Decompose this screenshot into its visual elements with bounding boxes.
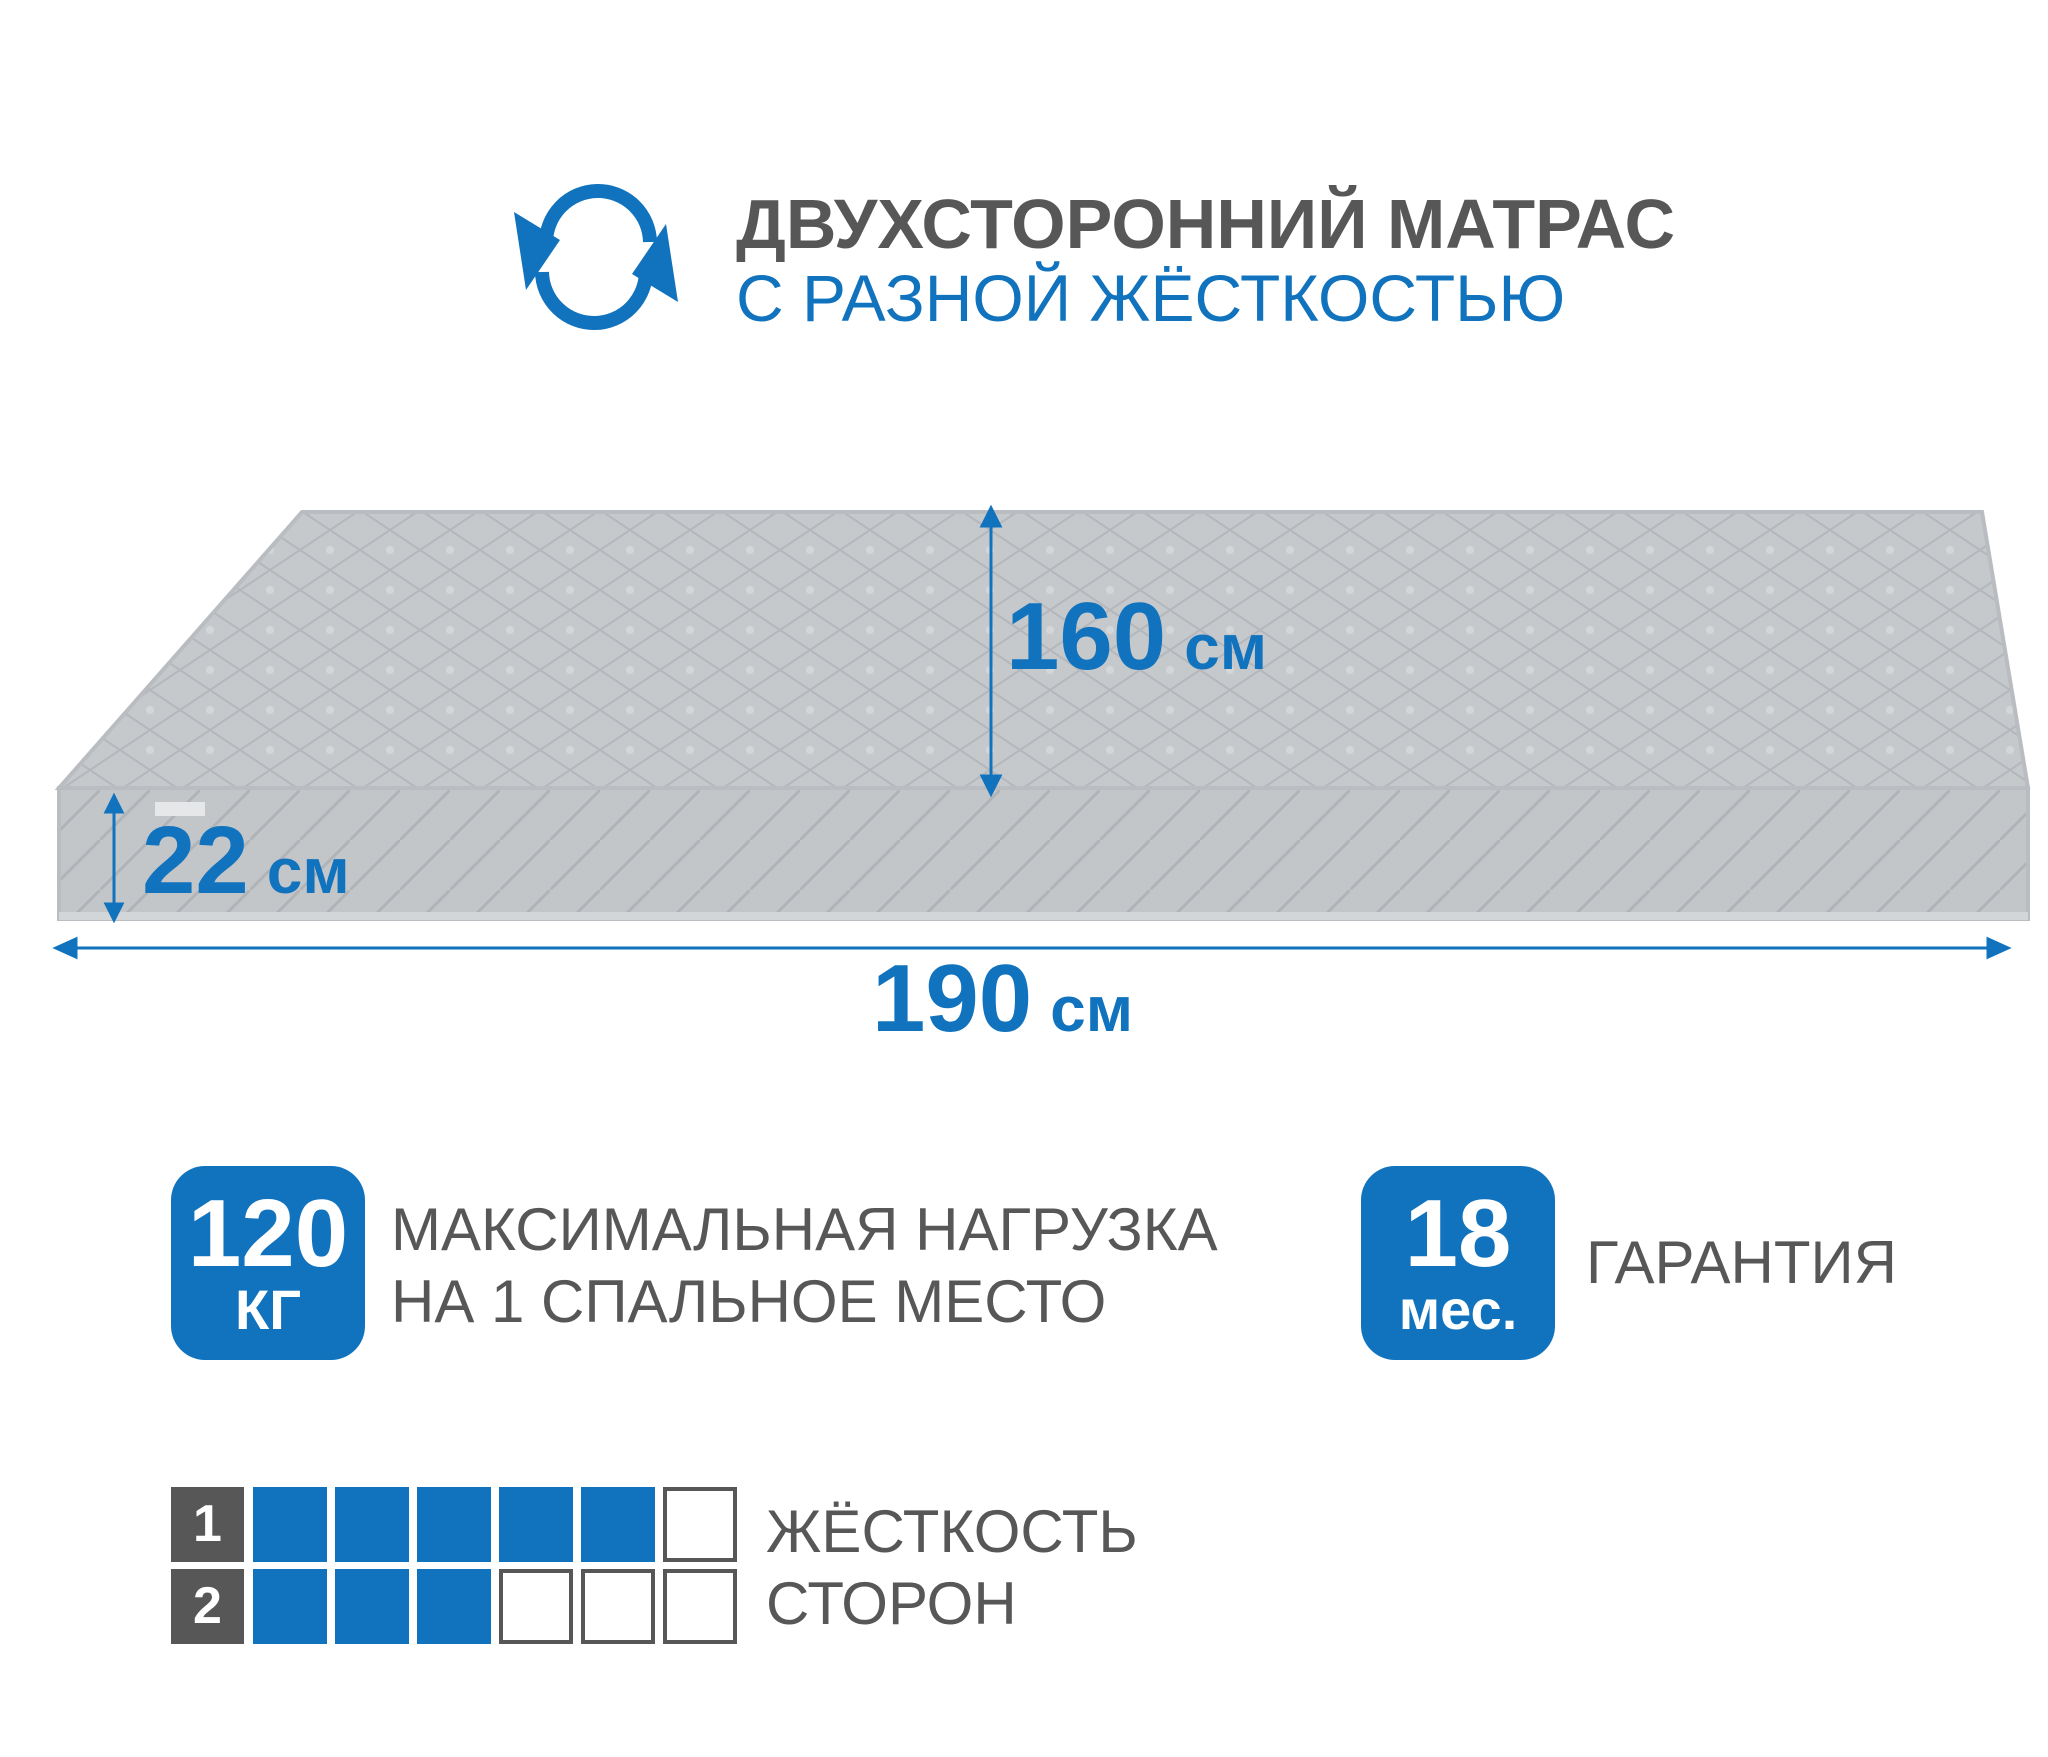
hardness-cell-filled [417,1569,491,1644]
hardness-cell-empty [581,1569,655,1644]
hardness-label: ЖЁСТКОСТЬ СТОРОН [766,1498,1138,1637]
flip-rotate-icon [514,184,678,330]
side-label: 1 [171,1487,244,1562]
page-subtitle: С РАЗНОЙ ЖЁСТКОСТЬЮ [736,261,1566,335]
hardness-cell-filled [417,1487,491,1562]
side-label: 2 [171,1569,244,1644]
height-dimension: 22 см [142,807,350,914]
hardness-cell-filled [499,1487,573,1562]
max-load-badge: 120 КГ [171,1166,365,1360]
hardness-cell-filled [253,1569,327,1644]
hardness-cell-empty [663,1487,737,1562]
warranty-text: ГАРАНТИЯ [1586,1229,1897,1296]
width-dimension: 160 см [1006,583,1268,690]
hardness-cell-filled [335,1569,409,1644]
hardness-cell-empty [499,1569,573,1644]
length-dimension: 190 см [872,945,1134,1052]
mattress-image [52,504,2031,960]
hardness-cell-filled [581,1487,655,1562]
page-title: ДВУХСТОРОННИЙ МАТРАС [736,185,1676,263]
hardness-cell-filled [253,1487,327,1562]
max-load-text: МАКСИМАЛЬНАЯ НАГРУЗКА НА 1 СПАЛЬНОЕ МЕСТО [391,1196,1218,1335]
dimension-arrows [52,504,2012,960]
hardness-cell-empty [663,1569,737,1644]
hardness-cell-filled [335,1487,409,1562]
warranty-badge: 18 мес. [1361,1166,1555,1360]
